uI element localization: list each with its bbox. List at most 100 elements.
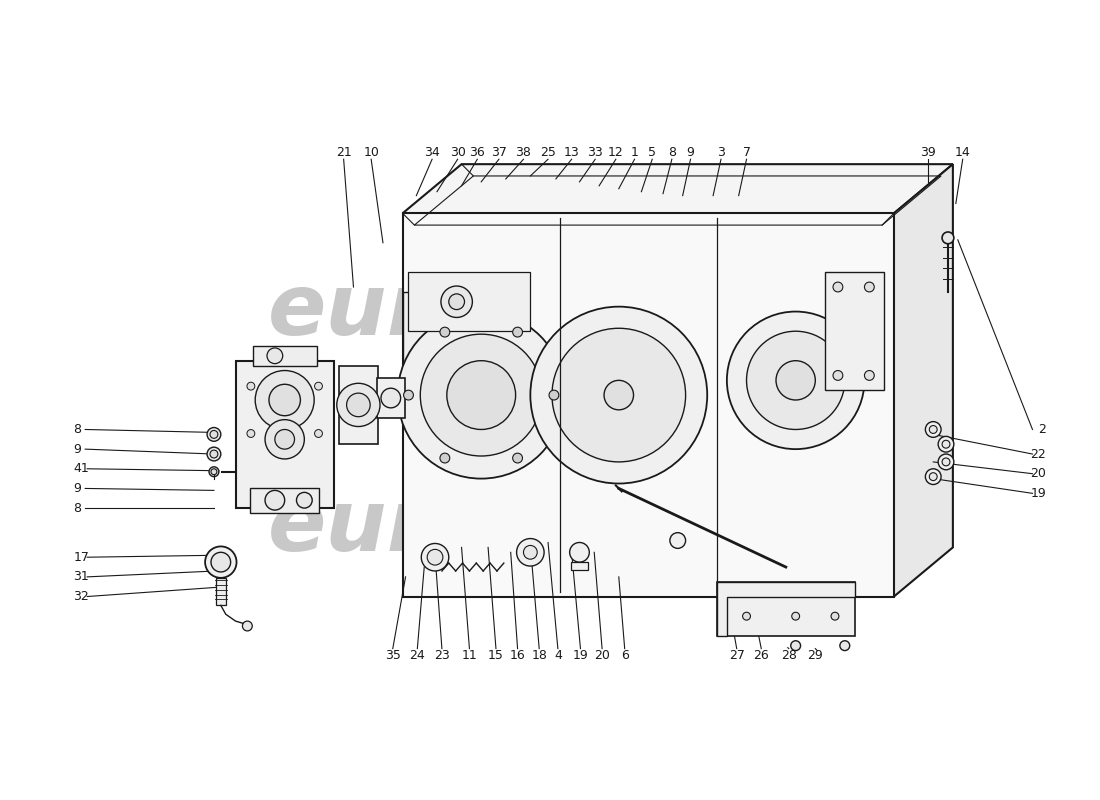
Text: 37: 37 xyxy=(491,146,507,159)
Text: 25: 25 xyxy=(540,146,556,159)
Polygon shape xyxy=(717,582,855,636)
Text: 13: 13 xyxy=(563,146,580,159)
Circle shape xyxy=(207,427,221,442)
Circle shape xyxy=(513,453,522,463)
Circle shape xyxy=(210,430,218,438)
Text: 10: 10 xyxy=(363,146,379,159)
Circle shape xyxy=(865,282,874,292)
Text: 8: 8 xyxy=(74,502,81,514)
Circle shape xyxy=(833,282,843,292)
Text: 28: 28 xyxy=(781,649,796,662)
Text: 26: 26 xyxy=(754,649,769,662)
Polygon shape xyxy=(235,361,333,508)
Circle shape xyxy=(792,612,800,620)
Circle shape xyxy=(833,370,843,380)
Circle shape xyxy=(207,447,221,461)
Circle shape xyxy=(604,380,634,410)
Circle shape xyxy=(315,382,322,390)
Polygon shape xyxy=(894,164,953,597)
Text: 8: 8 xyxy=(668,146,675,159)
Bar xyxy=(251,489,319,513)
Text: 9: 9 xyxy=(74,482,81,495)
Circle shape xyxy=(938,436,954,452)
Circle shape xyxy=(440,327,450,337)
Polygon shape xyxy=(403,214,894,597)
Circle shape xyxy=(840,641,849,650)
Text: 31: 31 xyxy=(74,570,89,583)
Polygon shape xyxy=(403,164,953,214)
Circle shape xyxy=(830,612,839,620)
Text: eurospares: eurospares xyxy=(268,486,813,570)
Text: 14: 14 xyxy=(955,146,970,159)
Text: 5: 5 xyxy=(648,146,657,159)
Bar xyxy=(377,378,405,418)
Text: 4: 4 xyxy=(554,649,562,662)
Circle shape xyxy=(210,450,218,458)
Polygon shape xyxy=(407,272,530,331)
Text: 20: 20 xyxy=(594,649,610,662)
Text: 32: 32 xyxy=(74,590,89,603)
Text: 24: 24 xyxy=(409,649,426,662)
Bar xyxy=(403,292,491,410)
Text: 8: 8 xyxy=(74,423,81,436)
Circle shape xyxy=(549,390,559,400)
Circle shape xyxy=(242,621,252,631)
Text: 1: 1 xyxy=(630,146,638,159)
Text: 36: 36 xyxy=(470,146,485,159)
Circle shape xyxy=(942,232,954,244)
Text: 18: 18 xyxy=(531,649,547,662)
Text: 9: 9 xyxy=(686,146,694,159)
Bar xyxy=(339,366,378,444)
Circle shape xyxy=(427,550,443,565)
Circle shape xyxy=(449,294,464,310)
Text: 23: 23 xyxy=(434,649,450,662)
Text: 12: 12 xyxy=(608,146,624,159)
Circle shape xyxy=(297,492,312,508)
Circle shape xyxy=(211,469,217,474)
Circle shape xyxy=(552,328,685,462)
Text: 35: 35 xyxy=(385,649,400,662)
Circle shape xyxy=(865,370,874,380)
Text: 6: 6 xyxy=(620,649,628,662)
Circle shape xyxy=(447,361,516,430)
Circle shape xyxy=(381,388,400,408)
Text: 17: 17 xyxy=(74,550,89,564)
Text: 19: 19 xyxy=(573,649,588,662)
Circle shape xyxy=(246,430,255,438)
Circle shape xyxy=(337,383,379,426)
Circle shape xyxy=(930,426,937,434)
Circle shape xyxy=(791,641,801,650)
Circle shape xyxy=(570,542,590,562)
Text: 21: 21 xyxy=(336,146,352,159)
Text: 16: 16 xyxy=(509,649,526,662)
Circle shape xyxy=(315,430,322,438)
Circle shape xyxy=(421,543,449,571)
Circle shape xyxy=(938,454,954,470)
Text: 2: 2 xyxy=(1038,423,1046,436)
Text: 11: 11 xyxy=(462,649,477,662)
Text: 41: 41 xyxy=(74,462,89,475)
Text: 39: 39 xyxy=(921,146,936,159)
Circle shape xyxy=(524,546,537,559)
Bar xyxy=(253,346,317,366)
Circle shape xyxy=(440,453,450,463)
Circle shape xyxy=(209,467,219,477)
Bar xyxy=(571,562,588,570)
Text: 19: 19 xyxy=(1031,487,1046,500)
Text: 7: 7 xyxy=(742,146,750,159)
Circle shape xyxy=(404,390,414,400)
Text: 38: 38 xyxy=(516,146,531,159)
Circle shape xyxy=(517,538,544,566)
Circle shape xyxy=(270,384,300,416)
Polygon shape xyxy=(717,582,855,636)
Circle shape xyxy=(265,420,305,459)
Text: 29: 29 xyxy=(807,649,823,662)
Text: 3: 3 xyxy=(717,146,725,159)
Circle shape xyxy=(205,546,236,578)
Text: 27: 27 xyxy=(729,649,745,662)
Text: eurospares: eurospares xyxy=(268,270,813,353)
Circle shape xyxy=(747,331,845,430)
Text: 22: 22 xyxy=(1031,447,1046,461)
Text: 9: 9 xyxy=(74,442,81,456)
Circle shape xyxy=(275,430,295,449)
